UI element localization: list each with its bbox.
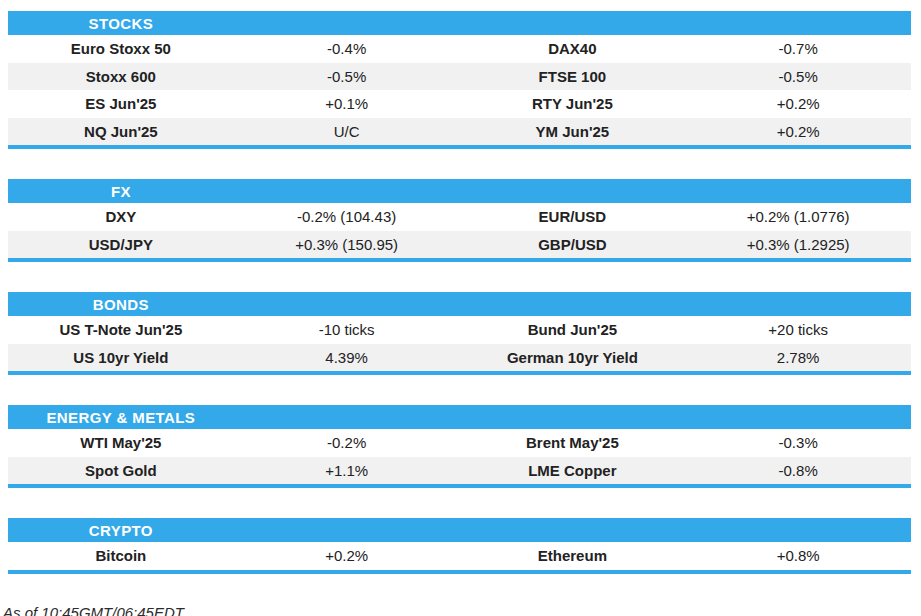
instrument-value: -0.7% — [685, 41, 911, 56]
instrument-label: GBP/USD — [460, 237, 686, 252]
instrument-value: +0.2% — [234, 548, 460, 563]
instrument-value: 2.78% — [685, 350, 911, 365]
instrument-value: 4.39% — [234, 350, 460, 365]
instrument-value: -0.2% — [234, 435, 460, 450]
instrument-value: +20 ticks — [685, 322, 911, 337]
table-row: Spot Gold +1.1% LME Copper -0.8% — [8, 457, 911, 485]
section-header-bonds: BONDS — [8, 292, 911, 316]
instrument-label: DXY — [8, 209, 234, 224]
instrument-label: USD/JPY — [8, 237, 234, 252]
instrument-label: DAX40 — [460, 41, 686, 56]
table-row: US 10yr Yield 4.39% German 10yr Yield 2.… — [8, 344, 911, 372]
section-header-crypto: CRYPTO — [8, 518, 911, 542]
table-row: ES Jun'25 +0.1% RTY Jun'25 +0.2% — [8, 90, 911, 118]
section-bonds: BONDS US T-Note Jun'25 -10 ticks Bund Ju… — [8, 292, 911, 375]
market-snapshot: STOCKS Euro Stoxx 50 -0.4% DAX40 -0.7% S… — [0, 0, 921, 616]
instrument-label: RTY Jun'25 — [460, 96, 686, 111]
table-row: Stoxx 600 -0.5% FTSE 100 -0.5% — [8, 63, 911, 91]
table-row: US T-Note Jun'25 -10 ticks Bund Jun'25 +… — [8, 316, 911, 344]
instrument-label: US T-Note Jun'25 — [8, 322, 234, 337]
table-row: USD/JPY +0.3% (150.95) GBP/USD +0.3% (1.… — [8, 231, 911, 259]
table-row: Euro Stoxx 50 -0.4% DAX40 -0.7% — [8, 35, 911, 63]
instrument-value: -0.2% (104.43) — [234, 209, 460, 224]
instrument-label: Brent May'25 — [460, 435, 686, 450]
instrument-label: German 10yr Yield — [460, 350, 686, 365]
instrument-label: Stoxx 600 — [8, 69, 234, 84]
table-row: Bitcoin +0.2% Ethereum +0.8% — [8, 542, 911, 570]
as-of-timestamp: As of 10:45GMT/06:45EDT — [3, 604, 911, 616]
section-title: ENERGY & METALS — [8, 409, 234, 426]
instrument-label: Euro Stoxx 50 — [8, 41, 234, 56]
instrument-label: US 10yr Yield — [8, 350, 234, 365]
section-title: CRYPTO — [8, 522, 234, 539]
instrument-value: -0.5% — [234, 69, 460, 84]
section-title: BONDS — [8, 296, 234, 313]
instrument-value: +0.2% (1.0776) — [685, 209, 911, 224]
instrument-label: WTI May'25 — [8, 435, 234, 450]
instrument-value: -0.4% — [234, 41, 460, 56]
instrument-label: ES Jun'25 — [8, 96, 234, 111]
section-header-stocks: STOCKS — [8, 11, 911, 35]
instrument-label: Bitcoin — [8, 548, 234, 563]
section-header-energy-metals: ENERGY & METALS — [8, 405, 911, 429]
instrument-label: Ethereum — [460, 548, 686, 563]
table-row: NQ Jun'25 U/C YM Jun'25 +0.2% — [8, 118, 911, 146]
instrument-value: -0.5% — [685, 69, 911, 84]
instrument-label: LME Copper — [460, 463, 686, 478]
section-title: STOCKS — [8, 15, 234, 32]
instrument-value: -0.3% — [685, 435, 911, 450]
instrument-label: FTSE 100 — [460, 69, 686, 84]
instrument-label: EUR/USD — [460, 209, 686, 224]
section-title: FX — [8, 183, 234, 200]
instrument-label: YM Jun'25 — [460, 124, 686, 139]
instrument-value: -0.8% — [685, 463, 911, 478]
instrument-label: Bund Jun'25 — [460, 322, 686, 337]
instrument-value: +0.8% — [685, 548, 911, 563]
instrument-value: +0.2% — [685, 124, 911, 139]
section-fx: FX DXY -0.2% (104.43) EUR/USD +0.2% (1.0… — [8, 179, 911, 262]
instrument-value: +0.3% (1.2925) — [685, 237, 911, 252]
instrument-value: -10 ticks — [234, 322, 460, 337]
section-crypto: CRYPTO Bitcoin +0.2% Ethereum +0.8% — [8, 518, 911, 574]
table-row: DXY -0.2% (104.43) EUR/USD +0.2% (1.0776… — [8, 203, 911, 231]
section-stocks: STOCKS Euro Stoxx 50 -0.4% DAX40 -0.7% S… — [8, 11, 911, 149]
instrument-label: Spot Gold — [8, 463, 234, 478]
instrument-value: +1.1% — [234, 463, 460, 478]
instrument-value: +0.3% (150.95) — [234, 237, 460, 252]
table-row: WTI May'25 -0.2% Brent May'25 -0.3% — [8, 429, 911, 457]
section-header-fx: FX — [8, 179, 911, 203]
instrument-value: +0.2% — [685, 96, 911, 111]
instrument-label: NQ Jun'25 — [8, 124, 234, 139]
section-energy-metals: ENERGY & METALS WTI May'25 -0.2% Brent M… — [8, 405, 911, 488]
instrument-value: U/C — [234, 124, 460, 139]
instrument-value: +0.1% — [234, 96, 460, 111]
